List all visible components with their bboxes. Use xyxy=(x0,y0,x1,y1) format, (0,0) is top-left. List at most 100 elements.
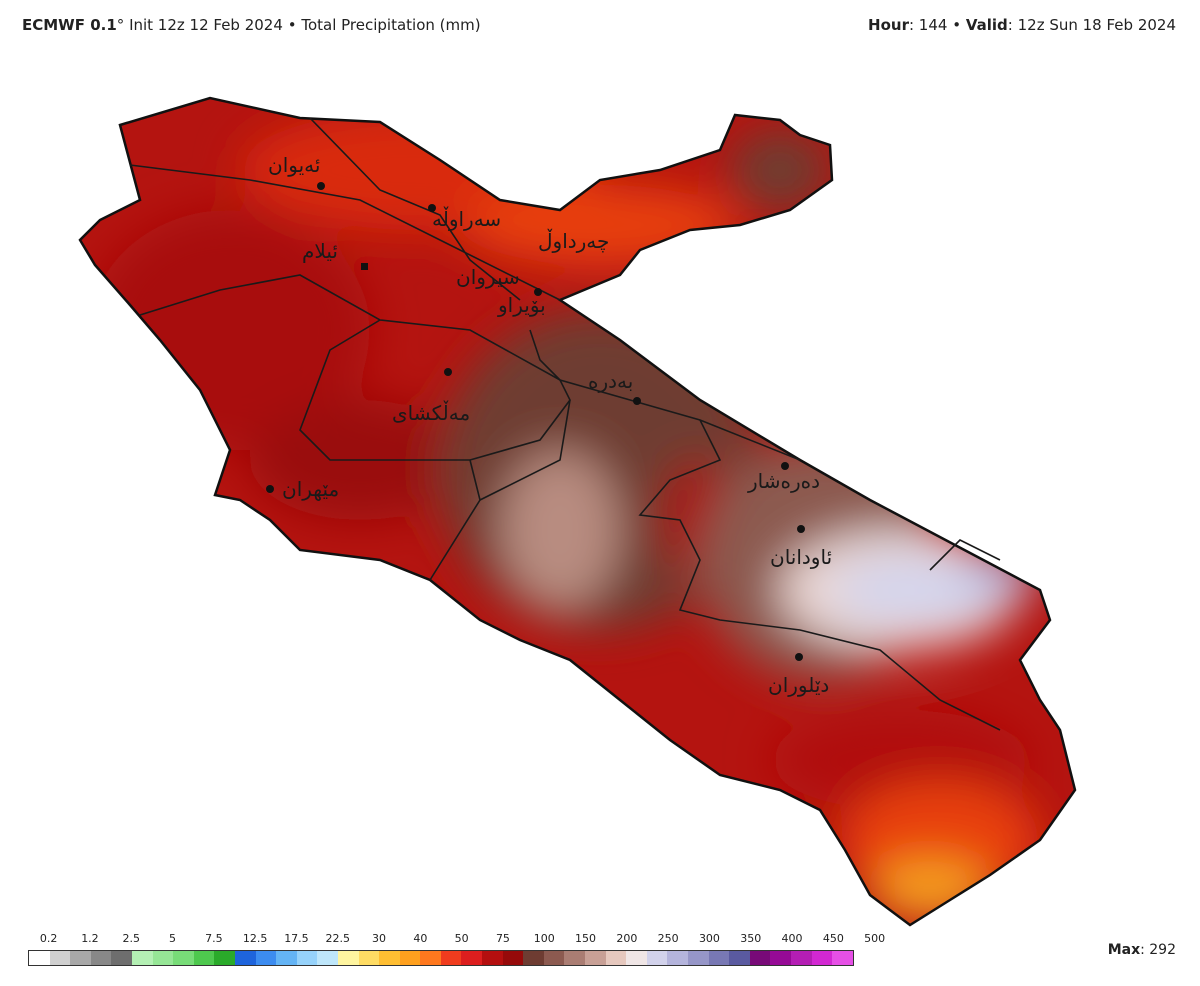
legend-tick: 300 xyxy=(698,932,720,945)
valid-info: Hour: 144 • Valid: 12z Sun 18 Feb 2024 xyxy=(868,16,1176,34)
legend-swatch xyxy=(255,951,277,965)
legend-tick: 5 xyxy=(169,932,177,945)
legend-tick: 50 xyxy=(454,932,469,945)
legend-tick: 2.5 xyxy=(122,932,141,945)
legend-swatch xyxy=(234,951,256,965)
city-eyvan: ئەیوان xyxy=(268,153,320,177)
city-labels: ئەیوان سەراوڵە چەرداوڵ ئیلام سیروان بۆیر… xyxy=(266,153,832,697)
legend-tick: 100 xyxy=(533,932,555,945)
legend-tick: 400 xyxy=(781,932,803,945)
legend-swatch xyxy=(49,951,71,965)
color-legend: 0.2 1.2 2.5 5 7.5 12.5 17.5 22.5 30 40 50 75 100 150 2… xyxy=(28,932,885,972)
legend-swatch xyxy=(29,951,50,965)
legend-swatch xyxy=(461,951,483,965)
degree-symbol: ° xyxy=(116,16,125,34)
city-dot-dehloran xyxy=(795,653,803,661)
separator: • xyxy=(287,16,297,34)
city-chardavol: چەرداوڵ xyxy=(538,229,609,253)
legend-swatch xyxy=(811,951,833,965)
legend-tick: 200 xyxy=(616,932,638,945)
city-dehloran: دێلوران xyxy=(768,673,829,697)
legend-tick: 350 xyxy=(740,932,762,945)
city-mehran: مێهران xyxy=(282,477,339,501)
precipitation-map: ئەیوان سەراوڵە چەرداوڵ ئیلام سیروان بۆیر… xyxy=(78,96,1077,927)
init-time: Init 12z 12 Feb 2024 xyxy=(129,16,283,34)
county-borders xyxy=(129,117,1001,731)
legend-tick: 75 xyxy=(495,932,510,945)
city-darrehshahr: دەرەشار xyxy=(747,469,820,493)
legend-tick: 22.5 xyxy=(325,932,351,945)
legend-tick: 12.5 xyxy=(242,932,268,945)
legend-swatch xyxy=(90,951,112,965)
legend-swatch xyxy=(585,951,606,965)
legend-swatch xyxy=(173,951,194,965)
max-number: : 292 xyxy=(1140,942,1176,958)
separator-2: • xyxy=(952,16,962,34)
legend-tick: 7.5 xyxy=(205,932,223,945)
legend-swatch xyxy=(832,951,853,965)
legend-swatch xyxy=(626,951,647,965)
legend-swatch xyxy=(193,951,215,965)
city-abdanan: ئاودانان xyxy=(770,545,832,569)
legend-swatch xyxy=(523,951,544,965)
legend-swatch xyxy=(131,951,153,965)
legend-swatch xyxy=(646,951,668,965)
legend-swatch xyxy=(337,951,359,965)
model-name: ECMWF 0.1 xyxy=(22,16,117,34)
legend-swatch xyxy=(708,951,730,965)
legend-tick: 0.2 xyxy=(39,932,58,945)
legend-tick: 17.5 xyxy=(284,932,309,945)
map-title: ECMWF 0.1° Init 12z 12 Feb 2024 • Total … xyxy=(22,16,481,34)
legend-swatch xyxy=(70,951,91,965)
legend-tick: 150 xyxy=(575,932,597,945)
city-dot-sarableh xyxy=(428,204,436,212)
legend-swatch xyxy=(482,951,503,965)
legend-swatch xyxy=(358,951,380,965)
max-label: Max xyxy=(1107,942,1141,958)
legend-swatch xyxy=(440,951,462,965)
hour-value: : 144 xyxy=(908,16,948,34)
province-border xyxy=(78,96,1077,927)
city-sirvan: سیروان xyxy=(456,265,520,289)
legend-swatch xyxy=(749,951,771,965)
city-dot-malekshahi xyxy=(444,368,452,376)
legend-swatch xyxy=(502,951,524,965)
legend-swatch xyxy=(564,951,586,965)
legend-swatch xyxy=(770,951,791,965)
legend-tick: 450 xyxy=(822,932,844,945)
legend-swatch xyxy=(276,951,297,965)
legend-swatch xyxy=(111,951,132,965)
legend-swatch xyxy=(296,951,318,965)
legend-swatch xyxy=(214,951,235,965)
city-dot-badreh xyxy=(633,397,641,405)
legend-swatches xyxy=(28,950,854,966)
legend-swatch xyxy=(729,951,750,965)
legend-swatch xyxy=(790,951,812,965)
legend-tick: 500 xyxy=(864,932,886,945)
city-dot-mehran xyxy=(266,485,274,493)
legend-swatch xyxy=(688,951,709,965)
legend-tick: 1.2 xyxy=(81,932,99,945)
city-dot-boyrav xyxy=(534,288,542,296)
city-dot-darrehshahr xyxy=(781,462,789,470)
precipitation-field xyxy=(80,98,1075,925)
city-dot-ilam xyxy=(361,263,368,270)
city-malekshahi: مەڵکشای xyxy=(392,400,470,425)
legend-swatch xyxy=(399,951,421,965)
city-dot-eyvan xyxy=(317,182,325,190)
legend-tick: 40 xyxy=(413,932,428,945)
legend-swatch xyxy=(317,951,338,965)
valid-value: : 12z Sun 18 Feb 2024 xyxy=(1007,16,1176,34)
city-badreh: بەدرە xyxy=(588,369,633,393)
legend-swatch xyxy=(379,951,400,965)
city-boyrav: بۆیراو xyxy=(497,293,546,317)
legend-swatch xyxy=(420,951,441,965)
legend-tick: 30 xyxy=(372,932,387,945)
valid-label: Valid xyxy=(965,16,1008,34)
legend-swatch xyxy=(152,951,174,965)
hour-label: Hour xyxy=(868,16,909,34)
city-dot-abdanan xyxy=(797,525,805,533)
city-ilam: ئیلام xyxy=(302,239,338,263)
variable-name: Total Precipitation (mm) xyxy=(301,16,481,34)
legend-swatch xyxy=(543,951,565,965)
